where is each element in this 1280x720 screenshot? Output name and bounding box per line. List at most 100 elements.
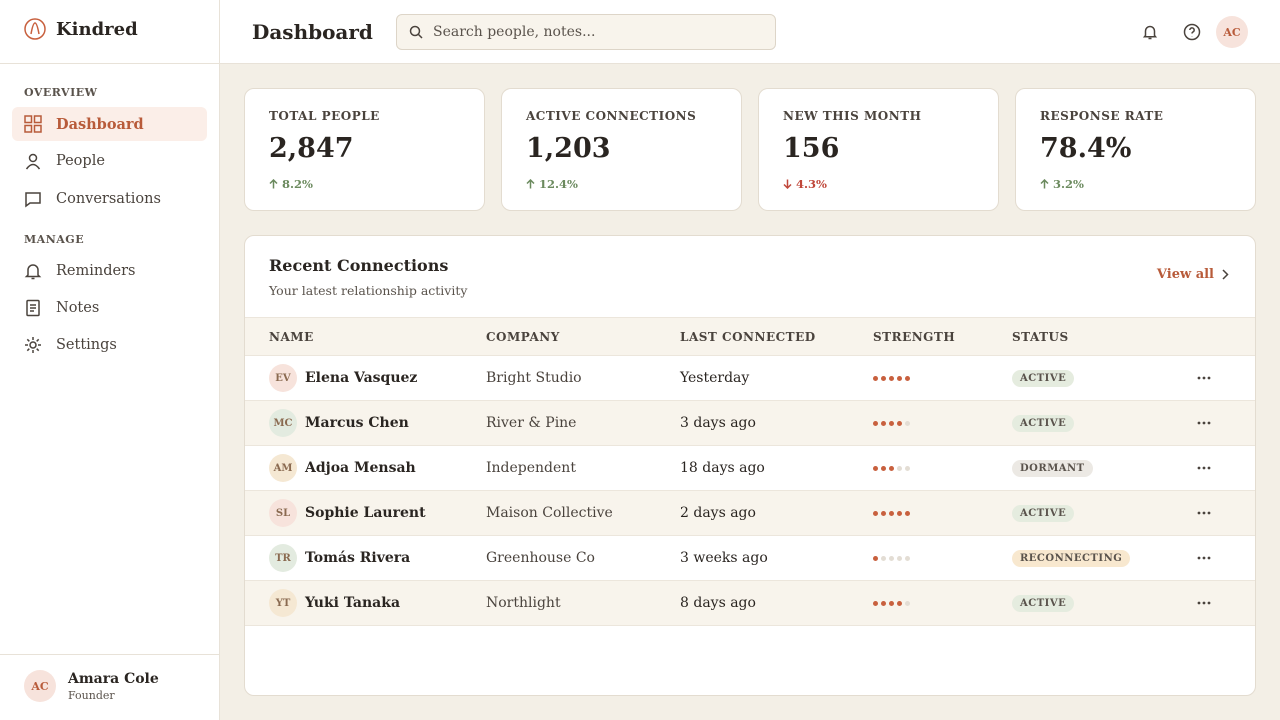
row-menu[interactable] xyxy=(1197,536,1211,580)
row-avatar: AM xyxy=(269,454,297,482)
name-cell: MC Marcus Chen xyxy=(269,401,409,445)
strength-dot xyxy=(873,600,878,606)
person-name: Yuki Tanaka xyxy=(305,595,401,611)
nav-label: Dashboard xyxy=(56,115,144,133)
name-cell: TR Tomás Rivera xyxy=(269,536,410,580)
strength-dot xyxy=(881,465,886,471)
strength xyxy=(873,356,913,400)
row-menu[interactable] xyxy=(1197,491,1211,535)
stat-value: 2,847 xyxy=(269,133,354,164)
strength-dot xyxy=(889,510,894,516)
stat-value: 156 xyxy=(783,133,840,164)
status-badge: ACTIVE xyxy=(1012,504,1075,522)
row-avatar: SL xyxy=(269,499,297,527)
nav-label: Conversations xyxy=(56,191,161,207)
row-menu[interactable] xyxy=(1197,446,1211,490)
section-title: OVERVIEW xyxy=(24,86,98,99)
section-title: MANAGE xyxy=(24,233,85,246)
strength-dot xyxy=(889,375,894,381)
nav-item[interactable]: Conversations xyxy=(12,182,207,216)
strength-dot xyxy=(889,420,894,426)
row-menu[interactable] xyxy=(1197,356,1211,400)
row-menu[interactable] xyxy=(1197,401,1211,445)
stat-card: RESPONSE RATE 78.4% 3.2% xyxy=(1015,88,1256,211)
status-cell: RECONNECTING xyxy=(1012,536,1131,580)
table-row[interactable]: AM Adjoa Mensah Independent 18 days ago DORM… xyxy=(245,446,1255,491)
header-avatar[interactable]: AC xyxy=(1216,16,1248,48)
table-row[interactable]: MC Marcus Chen River & Pine 3 days ago ACTIV… xyxy=(245,401,1255,446)
row-avatar: TR xyxy=(269,544,297,572)
person-name: Marcus Chen xyxy=(305,415,409,431)
row-avatar: EV xyxy=(269,364,297,392)
help-button[interactable] xyxy=(1182,22,1202,42)
brand: Kindred xyxy=(24,18,138,40)
divider xyxy=(0,63,219,64)
table-row[interactable]: TR Tomás Rivera Greenhouse Co 3 weeks ago RE… xyxy=(245,536,1255,581)
status-cell: ACTIVE xyxy=(1012,356,1075,400)
status-badge: RECONNECTING xyxy=(1012,549,1131,567)
user-avatar: AC xyxy=(24,670,56,702)
logo xyxy=(24,18,46,40)
user-profile[interactable]: AC Amara Cole Founder xyxy=(24,670,159,702)
page-title: Dashboard xyxy=(252,20,373,44)
strength-dot xyxy=(881,600,886,606)
strength-dot xyxy=(881,510,886,516)
strength-dot xyxy=(881,375,886,381)
name-cell: YT Yuki Tanaka xyxy=(269,581,400,625)
table-row[interactable]: SL Sophie Laurent Maison Collective 2 days … xyxy=(245,491,1255,536)
view-all-link[interactable]: View all xyxy=(1157,267,1229,282)
notifications-button[interactable] xyxy=(1140,22,1160,42)
more-icon xyxy=(1197,601,1211,605)
strength-dot xyxy=(897,600,902,606)
strength xyxy=(873,581,913,625)
sidebar: Kindred OVERVIEW Dashboard People Conver… xyxy=(0,0,220,720)
nav-item[interactable]: People xyxy=(12,144,207,178)
person-name: Elena Vasquez xyxy=(305,370,418,386)
company: Greenhouse Co xyxy=(486,550,595,566)
nav-item[interactable]: Notes xyxy=(12,291,207,325)
strength-dot xyxy=(873,420,878,426)
status-cell: ACTIVE xyxy=(1012,491,1075,535)
strength-dot xyxy=(905,420,910,426)
nav-label: Settings xyxy=(56,337,117,353)
stat-label: NEW THIS MONTH xyxy=(783,109,922,123)
more-icon xyxy=(1197,466,1211,470)
name-cell: AM Adjoa Mensah xyxy=(269,446,416,490)
row-avatar: YT xyxy=(269,589,297,617)
table-row[interactable]: EV Elena Vasquez Bright Studio Yesterday ACT… xyxy=(245,356,1255,401)
search-placeholder: Search people, notes... xyxy=(433,24,596,40)
table-row[interactable]: YT Yuki Tanaka Northlight 8 days ago ACTIVE xyxy=(245,581,1255,626)
strength-dot xyxy=(897,555,902,561)
person-name: Sophie Laurent xyxy=(305,505,426,521)
user-role: Founder xyxy=(68,688,115,702)
last-connected: 3 days ago xyxy=(680,415,756,431)
more-icon xyxy=(1197,376,1211,380)
strength-dot xyxy=(897,420,902,426)
last-connected: 18 days ago xyxy=(680,460,765,476)
stat-change: 12.4% xyxy=(526,177,578,191)
status-cell: ACTIVE xyxy=(1012,401,1075,445)
company: Maison Collective xyxy=(486,505,613,521)
nav-item[interactable]: Reminders xyxy=(12,254,207,288)
stat-change: 8.2% xyxy=(269,177,313,191)
stat-card: NEW THIS MONTH 156 4.3% xyxy=(758,88,999,211)
strength-dot xyxy=(873,510,878,516)
status-cell: DORMANT xyxy=(1012,446,1093,490)
column-header: COMPANY xyxy=(486,329,560,344)
nav-item[interactable]: Settings xyxy=(12,328,207,362)
stat-label: TOTAL PEOPLE xyxy=(269,109,380,123)
last-connected: 8 days ago xyxy=(680,595,756,611)
strength-dot xyxy=(889,600,894,606)
change-value: 8.2% xyxy=(282,177,313,191)
nav-item[interactable]: Dashboard xyxy=(12,107,207,141)
search-box[interactable]: Search people, notes... xyxy=(396,14,776,50)
row-menu[interactable] xyxy=(1197,581,1211,625)
last-connected: Yesterday xyxy=(680,370,750,386)
strength-dot xyxy=(881,555,886,561)
strength-dot xyxy=(873,375,878,381)
stat-card: ACTIVE CONNECTIONS 1,203 12.4% xyxy=(501,88,742,211)
stat-value: 1,203 xyxy=(526,133,611,164)
link-label: View all xyxy=(1156,267,1214,282)
strength-dot xyxy=(889,465,894,471)
